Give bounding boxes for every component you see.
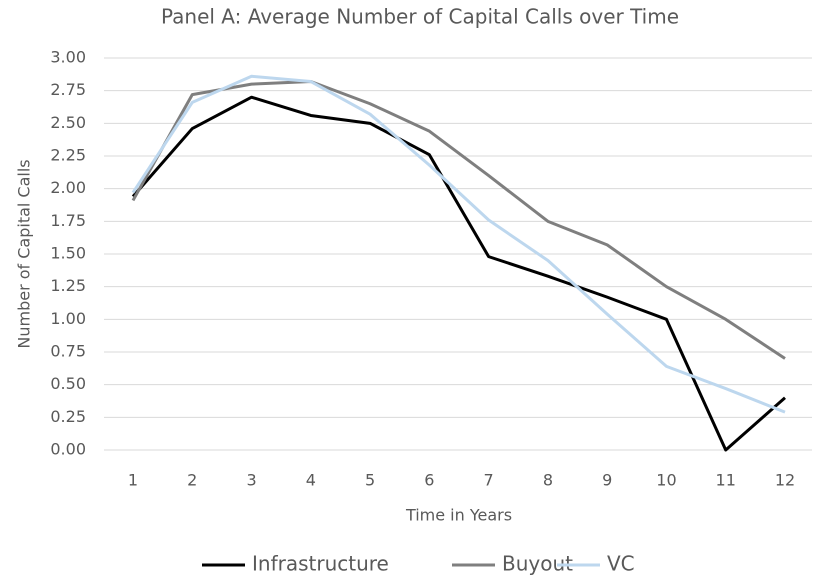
y-tick-label: 0.75 [50, 342, 86, 361]
y-tick-label: 1.75 [50, 211, 86, 230]
x-tick-label: 5 [365, 471, 375, 490]
y-tick-label: 0.00 [50, 440, 86, 459]
x-tick-label: 3 [246, 471, 256, 490]
series-line [131, 74, 786, 414]
series-line [131, 95, 786, 452]
x-tick-label: 12 [775, 471, 795, 490]
y-tick-label: 3.00 [50, 48, 86, 67]
series-line [131, 80, 786, 360]
y-tick-label: 2.75 [50, 80, 86, 99]
y-tick-label: 2.50 [50, 113, 86, 132]
legend-label: VC [607, 552, 635, 576]
y-axis-label: Number of Capital Calls [15, 159, 34, 348]
x-tick-label: 8 [543, 471, 553, 490]
legend-label: Infrastructure [252, 552, 389, 576]
x-tick-label: 10 [656, 471, 676, 490]
x-tick-label: 11 [716, 471, 736, 490]
y-tick-label: 0.50 [50, 374, 86, 393]
y-tick-label: 1.25 [50, 276, 86, 295]
x-tick-label: 1 [128, 471, 138, 490]
y-tick-label: 1.50 [50, 244, 86, 263]
x-axis-label: Time in Years [405, 506, 512, 525]
x-tick-label: 2 [187, 471, 197, 490]
y-tick-label: 1.00 [50, 309, 86, 328]
y-tick-label: 2.00 [50, 178, 86, 197]
x-tick-label: 4 [306, 471, 316, 490]
chart-title: Panel A: Average Number of Capital Calls… [161, 5, 679, 29]
x-tick-label: 9 [602, 471, 612, 490]
y-tick-label: 0.25 [50, 407, 86, 426]
x-tick-label: 6 [424, 471, 434, 490]
x-tick-label: 7 [484, 471, 494, 490]
y-tick-label: 2.25 [50, 146, 86, 165]
